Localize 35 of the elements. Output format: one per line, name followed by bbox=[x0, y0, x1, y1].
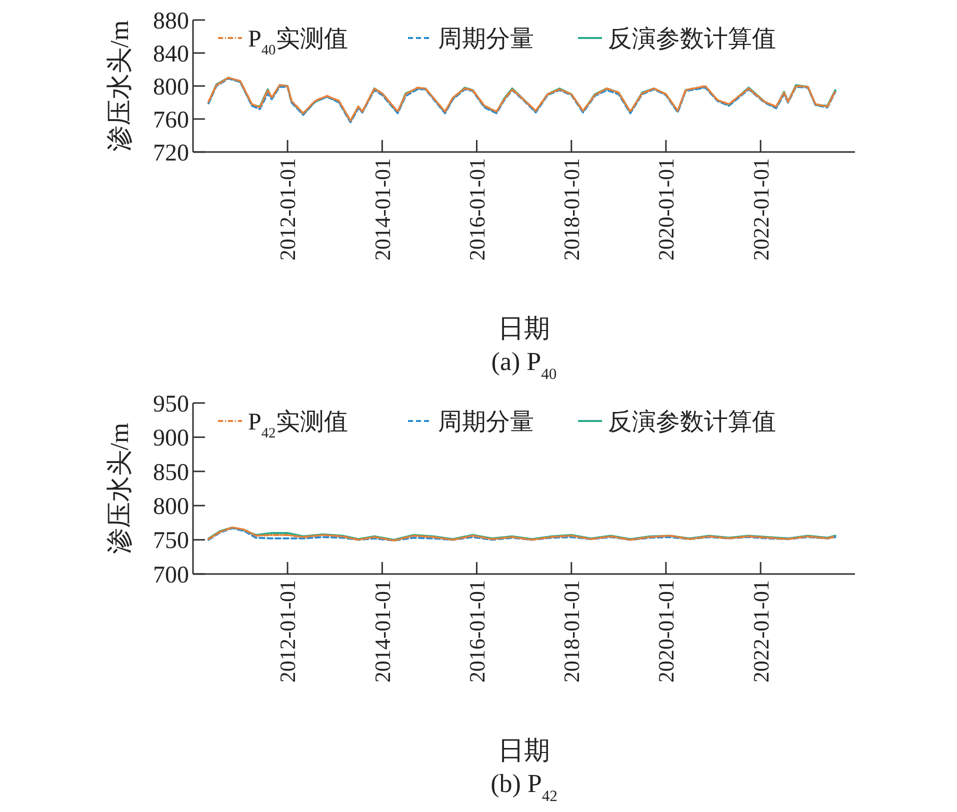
y-tick-label: 900 bbox=[153, 426, 189, 452]
x-tick-label: 2020-01-01 bbox=[654, 158, 679, 261]
x-axis-title: 日期 bbox=[498, 736, 550, 765]
text: (a) P$_{40}$ bbox=[491, 347, 557, 382]
legend-label: P$_{42}$实测值 bbox=[248, 408, 348, 442]
y-tick-label: 700 bbox=[153, 562, 189, 588]
x-axis-title: 日期 bbox=[498, 314, 550, 343]
y-tick-label: 760 bbox=[153, 107, 189, 134]
legend-label: 反演参数计算值 bbox=[608, 25, 776, 52]
y-tick-label: 720 bbox=[153, 140, 189, 166]
x-tick-label: 2014-01-01 bbox=[370, 580, 395, 683]
x-tick-label: 2018-01-01 bbox=[559, 580, 584, 683]
legend-label: 周期分量 bbox=[438, 409, 534, 436]
y-tick-label: 750 bbox=[153, 528, 189, 554]
y-axis-title: 渗压水头/m bbox=[105, 422, 134, 554]
x-tick-label: 2014-01-01 bbox=[370, 158, 395, 261]
text: (b) P$_{42}$ bbox=[490, 769, 558, 804]
y-tick-label: 880 bbox=[153, 8, 189, 34]
y-axis-title: 渗压水头/m bbox=[105, 20, 134, 152]
x-tick-label: 2016-01-01 bbox=[464, 158, 490, 261]
x-tick-label: 2012-01-01 bbox=[275, 158, 300, 261]
y-tick-label: 840 bbox=[153, 41, 189, 68]
y-tick-label: 800 bbox=[153, 74, 189, 100]
y-tick-label: 800 bbox=[153, 494, 189, 520]
y-tick-label: 850 bbox=[153, 460, 189, 486]
legend-label: 反演参数计算值 bbox=[608, 408, 776, 436]
x-tick-label: 2022-01-01 bbox=[748, 580, 774, 683]
x-tick-label: 2016-01-01 bbox=[464, 580, 490, 683]
y-tick-label: 950 bbox=[153, 391, 189, 418]
x-tick-label: 2022-01-01 bbox=[748, 158, 774, 261]
x-tick-label: 2012-01-01 bbox=[275, 580, 300, 683]
legend-label: P$_{40}$实测值 bbox=[248, 25, 348, 58]
x-tick-label: 2018-01-01 bbox=[559, 158, 584, 261]
x-tick-label: 2020-01-01 bbox=[654, 580, 679, 683]
legend-label: 周期分量 bbox=[438, 26, 534, 52]
